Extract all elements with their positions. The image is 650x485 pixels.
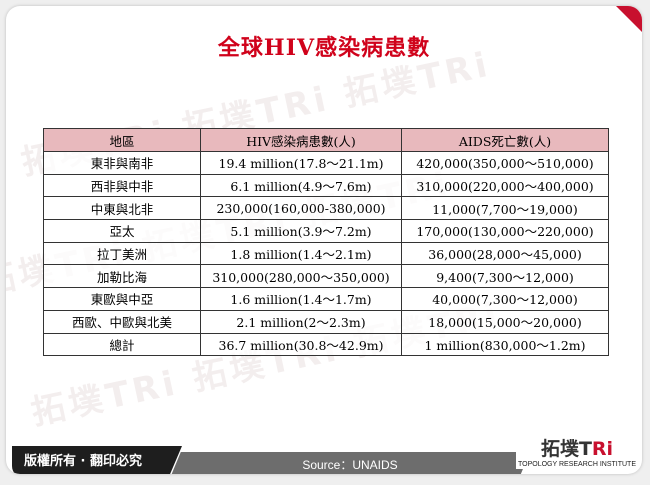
cell-hiv: 230,000(160,000-380,000) bbox=[200, 196, 402, 221]
cell-aids: 9,400(7,300～12,000) bbox=[401, 264, 609, 289]
cell-region: 拉丁美洲 bbox=[43, 241, 201, 266]
cell-region: 西非與中非 bbox=[43, 173, 201, 198]
copyright-text: 版權所有 · 翻印必究 bbox=[12, 446, 182, 474]
cell-region: 東非與南非 bbox=[43, 151, 201, 175]
cell-region: 加勒比海 bbox=[43, 264, 201, 289]
header-hiv: HIV感染病患數(人) bbox=[200, 128, 402, 152]
cell-aids: 310,000(220,000～400,000) bbox=[401, 173, 609, 198]
cell-hiv: 6.1 million(4.9～7.6m) bbox=[200, 173, 402, 198]
hiv-table: 地區 HIV感染病患數(人) AIDS死亡數(人) 東非與南非 19.4 mill… bbox=[43, 128, 609, 357]
cell-aids: 18,000(15,000～20,000) bbox=[401, 309, 609, 334]
cell-hiv: 1.6 million(1.4～1.7m) bbox=[200, 287, 402, 311]
table-row: 東歐與中亞 1.6 million(1.4～1.7m) 40,000(7,300～1… bbox=[43, 287, 609, 311]
table-row: 拉丁美洲 1.8 million(1.4～2.1m) 36,000(28,000～4… bbox=[43, 241, 609, 266]
footer: 版權所有 · 翻印必究 Source：UNAIDS 拓墣TRi TOPOLOGY… bbox=[12, 438, 642, 474]
corner-accent bbox=[616, 6, 642, 32]
table-row: 西非與中非 6.1 million(4.9～7.6m) 310,000(220,00… bbox=[43, 173, 609, 198]
cell-aids: 170,000(130,000～220,000) bbox=[401, 219, 609, 243]
header-aids: AIDS死亡數(人) bbox=[401, 128, 609, 152]
cell-aids: 40,000(7,300～12,000) bbox=[401, 287, 609, 311]
table-row: 中東與北非 230,000(160,000-380,000) 11,000(7,70… bbox=[43, 196, 609, 221]
cell-region: 亞太 bbox=[43, 219, 201, 243]
table-row: 加勒比海 310,000(280,000～350,000) 9,400(7,300～… bbox=[43, 264, 609, 289]
cell-hiv: 19.4 million(17.8～21.1m) bbox=[200, 151, 402, 175]
table-row: 東非與南非 19.4 million(17.8～21.1m) 420,000(350… bbox=[43, 151, 609, 175]
cell-aids: 11,000(7,700～19,000) bbox=[401, 196, 609, 221]
table-row: 亞太 5.1 million(3.9～7.2m) 170,000(130,000～2… bbox=[43, 219, 609, 243]
logo-subtitle: TOPOLOGY RESEARCH INSTITUTE bbox=[518, 461, 636, 468]
page-title: 全球HIV感染病患數 bbox=[217, 35, 431, 61]
cell-aids: 1 million(830,000～1.2m) bbox=[401, 332, 609, 357]
table-header-row: 地區 HIV感染病患數(人) AIDS死亡數(人) bbox=[43, 128, 609, 152]
source-text: Source：UNAIDS bbox=[170, 452, 530, 474]
cell-region: 西歐、中歐與北美 bbox=[43, 309, 201, 334]
cell-hiv: 310,000(280,000～350,000) bbox=[200, 264, 402, 289]
cell-region: 中東與北非 bbox=[43, 196, 201, 221]
slide: 拓墣TRi 拓墣TRi 拓墣TRi 拓墣TRi 拓墣TRi 拓墣TRi 拓墣TR… bbox=[6, 6, 642, 474]
logo: 拓墣TRi TOPOLOGY RESEARCH INSTITUTE bbox=[516, 438, 638, 469]
cell-hiv: 36.7 million(30.8～42.9m) bbox=[200, 332, 402, 357]
cell-hiv: 2.1 million(2～2.3m) bbox=[200, 309, 402, 334]
header-region: 地區 bbox=[43, 128, 201, 152]
cell-hiv: 1.8 million(1.4～2.1m) bbox=[200, 241, 402, 266]
cell-region: 總計 bbox=[43, 332, 201, 357]
table-row: 總計 36.7 million(30.8～42.9m) 1 million(830,… bbox=[43, 332, 609, 357]
table-row: 西歐、中歐與北美 2.1 million(2～2.3m) 18,000(15,000… bbox=[43, 309, 609, 334]
cell-hiv: 5.1 million(3.9～7.2m) bbox=[200, 219, 402, 243]
cell-region: 東歐與中亞 bbox=[43, 287, 201, 311]
cell-aids: 420,000(350,000～510,000) bbox=[401, 151, 609, 175]
cell-aids: 36,000(28,000～45,000) bbox=[401, 241, 609, 266]
